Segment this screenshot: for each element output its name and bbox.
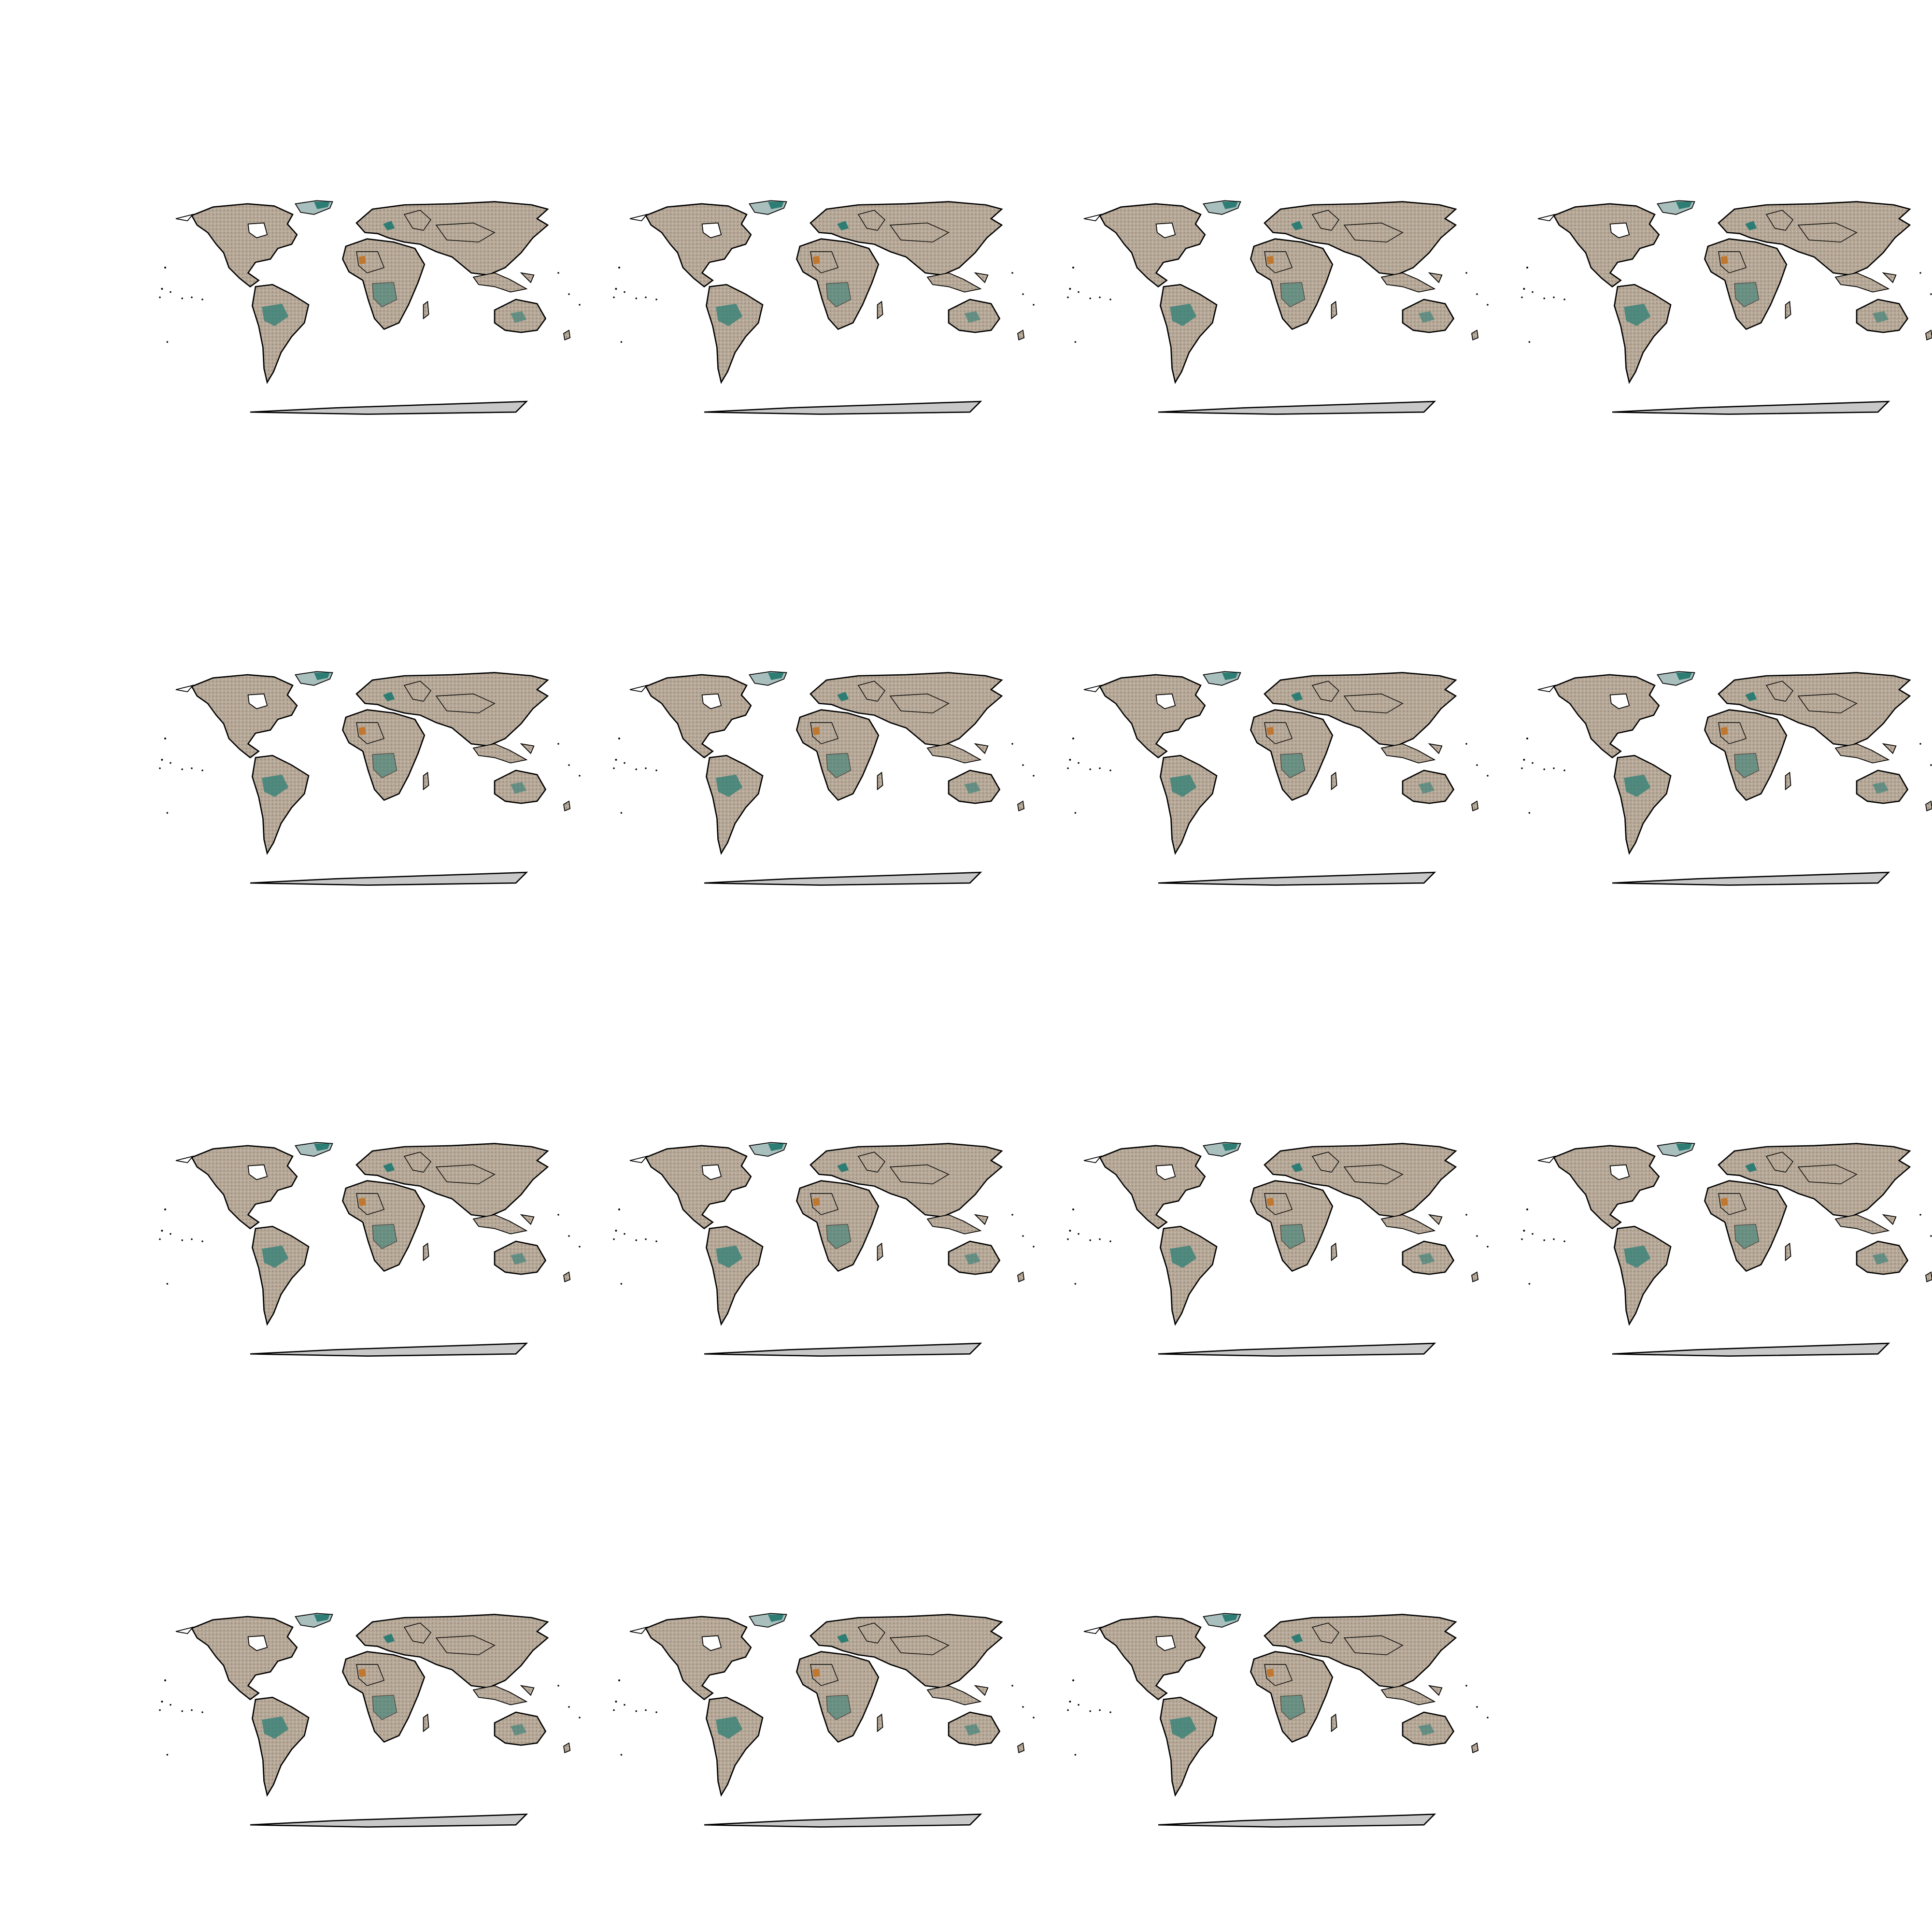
world-map-panel-6 [612,671,1036,886]
world-map-panel-15 [1066,1613,1490,1828]
world-map-panel-3 [1066,200,1490,415]
world-map-panel-11 [1066,1142,1490,1357]
world-map-panel-2 [612,200,1036,415]
world-map-panel-5 [158,671,582,886]
world-map-panel-10 [612,1142,1036,1357]
world-map-panel-7 [1066,671,1490,886]
world-map-panel-13 [158,1613,582,1828]
world-map-panel-9 [158,1142,582,1357]
world-map-panel-12 [1520,1142,1932,1357]
world-map-panel-1 [158,200,582,415]
world-map-panel-8 [1520,671,1932,886]
world-map-panel-14 [612,1613,1036,1828]
world-map-panel-4 [1520,200,1932,415]
